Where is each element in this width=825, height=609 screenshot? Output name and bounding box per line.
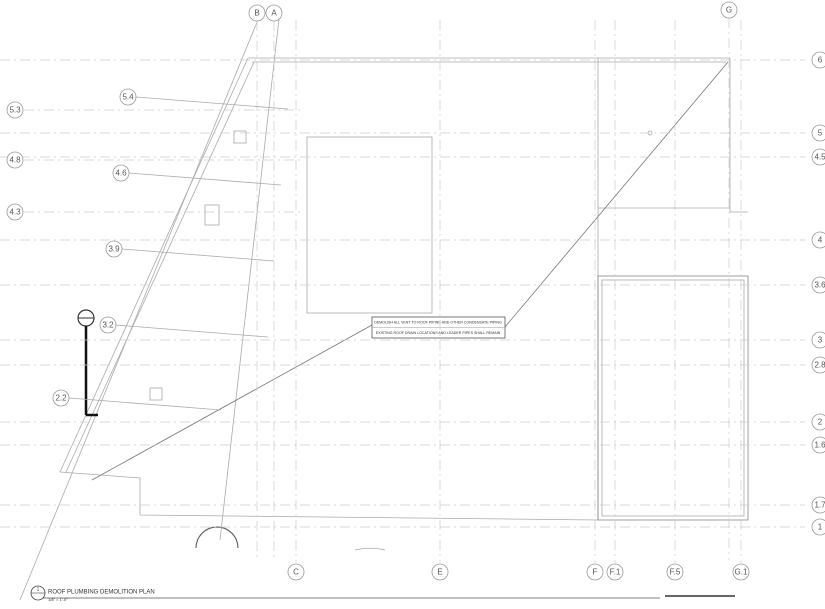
grid-line <box>115 324 269 338</box>
note-line: DEMOLISH ALL VENT TO ROOF PIPING AND OTH… <box>374 320 502 324</box>
grid-label: 5.4 <box>122 93 134 102</box>
grid-bubble <box>105 240 123 258</box>
grid-bubble <box>811 356 825 374</box>
grid-bubble <box>811 51 825 69</box>
grid-label: 4.6 <box>115 169 127 178</box>
grid-bubble <box>720 1 738 19</box>
grid-label: 4.3 <box>9 208 21 217</box>
grid-label: 3.2 <box>102 321 114 330</box>
grid-label: 3.6 <box>814 281 825 290</box>
grid-label: 2.8 <box>814 361 825 370</box>
grid-bubble <box>248 4 266 22</box>
grid-label: 4 <box>818 236 823 245</box>
grid-bubble <box>811 276 825 294</box>
grid-bubble <box>666 563 684 581</box>
grid-bubble <box>265 4 283 22</box>
grid-bubble <box>586 563 604 581</box>
grid-label: B <box>254 9 259 18</box>
grid-label: 1.7 <box>814 501 825 510</box>
grid-label: 3.9 <box>108 245 120 254</box>
grid-bubble <box>431 563 449 581</box>
grid-line <box>68 397 222 411</box>
grid-label: F <box>593 568 598 577</box>
grid-bubble <box>119 88 137 106</box>
grid-bubble <box>6 203 24 221</box>
grid-bubble <box>811 124 825 142</box>
drawing-scale: 1/8" = 1'-0" <box>48 597 68 602</box>
grid-label: A <box>271 9 277 18</box>
grid-label: 6 <box>818 56 823 65</box>
grid-bubble <box>811 331 825 349</box>
grid-label: 2.2 <box>55 394 67 403</box>
grid-bubble <box>6 101 24 119</box>
grid-bubble <box>99 316 117 334</box>
grid-label: C <box>293 568 299 577</box>
grid-bubble <box>287 563 305 581</box>
grid-bubble <box>606 563 624 581</box>
grid-label: 1.6 <box>814 441 825 450</box>
grid-line <box>135 96 289 110</box>
grid-bubble <box>811 413 825 431</box>
grid-bubble <box>811 496 825 514</box>
grid-label: 3 <box>818 336 823 345</box>
grid-label: 5.3 <box>9 106 21 115</box>
grid-bubble <box>52 389 70 407</box>
grid-label: 1 <box>818 523 823 532</box>
grid-bubble <box>811 148 825 166</box>
grid-label: 5 <box>818 129 823 138</box>
grid-label: 4.8 <box>9 156 21 165</box>
grid-bubble <box>112 164 130 182</box>
grid-line <box>128 172 282 186</box>
note: DEMOLISH ALL VENT TO ROOF PIPING AND OTH… <box>371 316 506 339</box>
grid-bubble <box>732 563 750 581</box>
grid: B A G 6 5 4.5 4 3.6 3 2.8 2 1.6 1.7 1 5.3 4.8 4.3 5.4 4.6 3… <box>0 1 825 581</box>
grid-label: E <box>437 568 442 577</box>
grid-label: 4.5 <box>814 153 825 162</box>
grid-label: F.1 <box>610 568 621 577</box>
grid-label: F.5 <box>670 568 681 577</box>
building-outline <box>19 9 749 601</box>
grid-bubble <box>811 436 825 454</box>
title-block: 1 ROOF PLUMBING DEMOLITION PLAN 1/8" = 1… <box>30 585 155 602</box>
grid-bubble <box>811 231 825 249</box>
drawing-title: ROOF PLUMBING DEMOLITION PLAN <box>48 590 155 596</box>
grid-label: G <box>726 6 732 15</box>
drawing-number: 1 <box>37 587 40 593</box>
grid-label: G.1 <box>735 568 748 577</box>
grid-bubble <box>811 518 825 536</box>
note-line: EXISTING ROOF DRAIN LOCATIONS AND LEADER… <box>376 331 501 335</box>
grid-label: 2 <box>818 418 823 427</box>
grid-line <box>121 248 275 262</box>
grid-bubble <box>6 151 24 169</box>
